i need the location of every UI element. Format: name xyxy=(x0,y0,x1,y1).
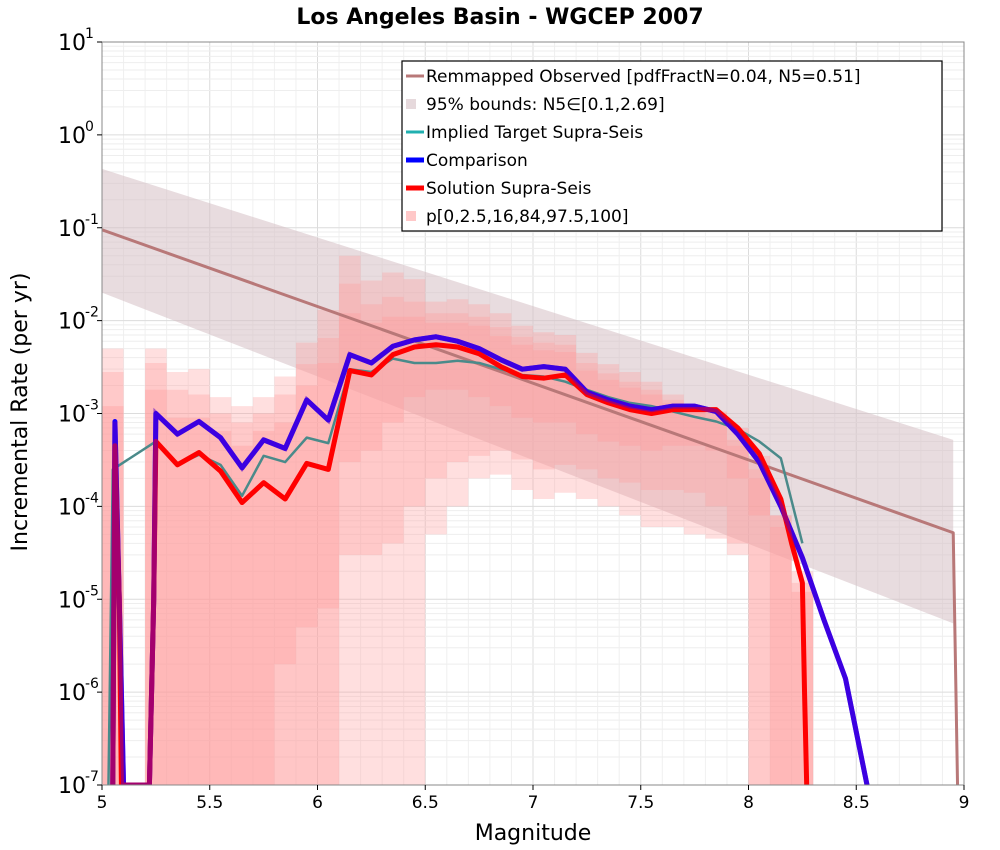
observed-line xyxy=(102,228,960,785)
y-tick-label-exponent: -3 xyxy=(85,398,99,414)
y-tick-label-base: 10 xyxy=(58,124,86,149)
chart-title: Los Angeles Basin - WGCEP 2007 xyxy=(296,5,703,30)
legend-label: Solution Supra-Seis xyxy=(426,179,592,199)
y-tick-label-exponent: 0 xyxy=(85,119,94,135)
legend-swatch xyxy=(406,211,416,221)
y-tick-label-exponent: -2 xyxy=(85,305,99,321)
y-axis-label: Incremental Rate (per yr) xyxy=(8,273,33,552)
y-tick-label-exponent: -4 xyxy=(85,490,99,506)
implied-target-line xyxy=(107,357,804,785)
x-tick-label: 9 xyxy=(959,793,970,813)
legend-box xyxy=(401,60,943,232)
x-tick-label: 8.5 xyxy=(843,793,870,813)
y-tick-label-base: 10 xyxy=(58,774,86,799)
x-ticks: 5 5.5 6 6.5 7 7.5 8 8.5 9 xyxy=(97,785,970,813)
solution-line xyxy=(110,342,810,785)
x-axis-label: Magnitude xyxy=(475,821,592,846)
bounds-band xyxy=(102,168,954,624)
percentile-band xyxy=(102,313,814,785)
legend-swatch xyxy=(406,99,416,109)
x-tick-label: 6 xyxy=(312,793,323,813)
y-tick-label-base: 10 xyxy=(58,217,86,242)
y-tick-label-exponent: -6 xyxy=(85,676,99,692)
y-tick-label-base: 10 xyxy=(58,310,86,335)
legend-label: Implied Target Supra-Seis xyxy=(426,123,643,143)
x-tick-label: 5.5 xyxy=(196,793,223,813)
x-tick-label: 7.5 xyxy=(627,793,654,813)
y-tick-label-base: 10 xyxy=(58,681,86,706)
y-tick-label-exponent: -7 xyxy=(85,769,99,785)
y-tick-label-exponent: 1 xyxy=(85,26,94,42)
legend: Remmapped Observed [pdfFractN=0.04, N5=0… xyxy=(401,60,943,232)
legend-label: 95% bounds: N5∈[0.1,2.69] xyxy=(426,95,665,115)
y-tick-label-base: 10 xyxy=(58,403,86,428)
legend-label: Remmapped Observed [pdfFractN=0.04, N5=0… xyxy=(426,67,861,87)
y-tick-label-base: 10 xyxy=(58,588,86,613)
x-tick-label: 7 xyxy=(528,793,539,813)
y-tick-label-exponent: -1 xyxy=(85,212,99,228)
y-tick-label-base: 10 xyxy=(58,495,86,520)
plot-clip-group xyxy=(102,168,960,785)
comparison-overlay-line xyxy=(110,334,870,785)
x-tick-label: 8 xyxy=(743,793,754,813)
percentile-band xyxy=(102,255,814,785)
legend-label: Comparison xyxy=(426,151,528,171)
legend-label: p[0,2.5,16,84,97.5,100] xyxy=(426,207,629,227)
y-tick-label-base: 10 xyxy=(58,31,86,56)
x-tick-label: 6.5 xyxy=(412,793,439,813)
plot-area: 5 5.5 6 6.5 7 7.5 8 8.5 910 110 010 -110 -210 -310 -41… xyxy=(58,26,969,813)
x-tick-label: 5 xyxy=(97,793,108,813)
y-tick-label-exponent: -5 xyxy=(85,583,99,599)
